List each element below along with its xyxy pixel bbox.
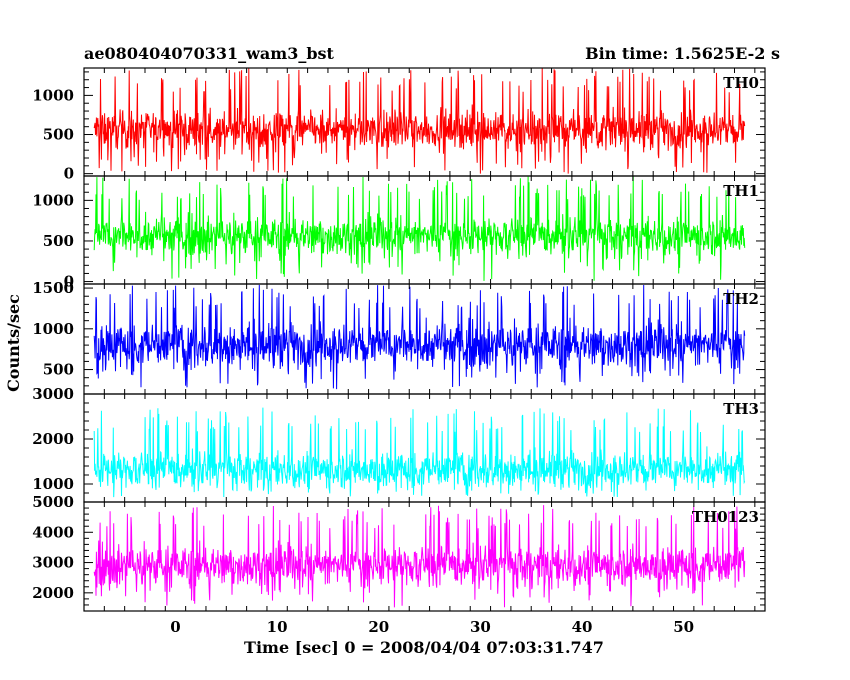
- y-tick-label: 3000: [32, 385, 74, 403]
- series-th3: [93, 407, 746, 498]
- bin-time-label: Bin time: 1.5625E-2 s: [585, 44, 780, 63]
- panel-th1: 0 500 1000 TH1: [32, 175, 766, 291]
- x-axis-label: Time [sec] 0 = 2008/04/04 07:03:31.747: [244, 638, 604, 657]
- series-th1: [93, 176, 746, 281]
- y-tick-label: 0: [64, 273, 74, 291]
- y-tick-label: 3000: [32, 554, 74, 572]
- x-tick-label: 10: [267, 618, 288, 636]
- panel-label: TH0123: [692, 508, 759, 526]
- panel-th3: 1000 2000 3000 TH3: [32, 385, 766, 503]
- y-axis-label: Counts/sec: [4, 294, 23, 392]
- panel-label: TH0: [723, 74, 759, 92]
- panel-label: TH2: [723, 290, 759, 308]
- y-tick-label: 1000: [32, 191, 74, 209]
- chart-title: ae080404070331_wam3_bst: [84, 44, 335, 63]
- x-tick-label: 50: [673, 618, 694, 636]
- y-tick-label: 1000: [32, 86, 74, 104]
- panel-th0: 0 500 1000 TH0: [32, 67, 766, 183]
- panel-th2: 500 1000 1500 TH2: [32, 279, 766, 395]
- panel-th0123: 2000 3000 4000 5000 TH0123: [32, 493, 766, 612]
- x-tick-label: 30: [470, 618, 491, 636]
- y-tick-label: 1000: [32, 475, 74, 493]
- x-tick-label: 40: [572, 618, 593, 636]
- series-th0: [93, 68, 746, 174]
- panel-label: TH1: [723, 182, 759, 200]
- y-tick-label: 500: [43, 232, 74, 250]
- y-tick-label: 5000: [32, 493, 74, 511]
- x-tick-label: 20: [368, 618, 389, 636]
- y-tick-label: 500: [43, 361, 74, 379]
- series-th0123: [93, 505, 746, 608]
- x-tick-label: 0: [170, 618, 180, 636]
- y-tick-label: 2000: [32, 430, 74, 448]
- y-tick-label: 1000: [32, 320, 74, 338]
- series-th2: [93, 284, 746, 390]
- y-tick-label: 1500: [32, 279, 74, 297]
- y-tick-label: 0: [64, 165, 74, 183]
- y-tick-label: 4000: [32, 523, 74, 541]
- panels-group: 05001000TH005001000TH150010001500TH21000…: [32, 67, 766, 636]
- panel-label: TH3: [723, 400, 759, 418]
- y-tick-label: 2000: [32, 584, 74, 602]
- y-tick-label: 500: [43, 126, 74, 144]
